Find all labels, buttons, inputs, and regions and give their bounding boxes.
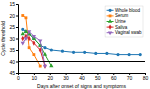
legend-label: Urine: [115, 19, 126, 24]
tick-mark: [16, 39, 18, 40]
tick: 80: [143, 73, 149, 81]
marker: [61, 50, 64, 53]
marker: [28, 36, 31, 41]
tick-label: 80: [143, 75, 149, 81]
legend-marker: [108, 19, 112, 23]
tick-label: 15: [9, 1, 15, 7]
legend-label: Saliva: [115, 25, 128, 30]
tick: 60: [111, 73, 117, 81]
series: [21, 28, 142, 56]
marker: [116, 53, 119, 56]
series: [21, 30, 48, 68]
plot: 0 10 20 30 40 50 60 70 80 15 20 25 30 35 40 45 Whole blo…: [9, 1, 148, 80]
x-axis-title: Days after onset of signs and symptoms: [37, 83, 126, 89]
marker: [32, 53, 35, 56]
series-line: [23, 32, 52, 67]
tick-mark: [16, 16, 18, 17]
marker: [94, 52, 97, 55]
legend-marker: [108, 9, 111, 12]
marker: [21, 14, 24, 17]
marker: [28, 46, 31, 49]
marker: [38, 40, 42, 44]
axis-line: [16, 5, 19, 74]
tick: 45: [9, 70, 18, 76]
marker: [49, 64, 53, 68]
legend: Whole bloodSerumUrineSalivaVaginal swab: [105, 6, 143, 37]
marker: [27, 30, 31, 34]
tick: 20: [9, 13, 18, 19]
tick-mark: [16, 50, 18, 51]
tick: 70: [127, 73, 133, 81]
tick: 40: [9, 59, 18, 65]
tick-label: 50: [95, 75, 101, 81]
marker: [21, 42, 25, 46]
legend-label: Vaginal swab: [115, 30, 142, 35]
tick: 30: [9, 36, 18, 42]
tick-label: 40: [79, 75, 85, 81]
marker: [32, 35, 36, 39]
marker: [105, 52, 108, 55]
legend-item: Serum: [107, 13, 129, 18]
tick: 10: [32, 73, 38, 81]
tick-label: 10: [32, 75, 38, 81]
tick: 20: [47, 73, 53, 81]
y-axis: 15 20 25 30 35 40 45: [9, 1, 18, 76]
tick: 25: [9, 24, 18, 30]
marker: [50, 48, 53, 51]
tick-label: 35: [9, 47, 15, 53]
tick: 50: [95, 73, 101, 81]
legend-marker: [109, 24, 112, 29]
tick: 15: [9, 1, 18, 7]
marker: [72, 51, 75, 54]
marker: [39, 65, 42, 68]
tick-label: 30: [9, 36, 15, 42]
tick-label: 20: [9, 13, 15, 19]
tick-mark: [16, 4, 18, 5]
tick-label: 40: [9, 59, 15, 65]
marker: [43, 52, 47, 56]
tick-label: 60: [111, 75, 117, 81]
marker: [25, 16, 28, 19]
series: [21, 34, 46, 69]
tick-mark: [16, 62, 18, 63]
marker: [24, 37, 28, 41]
legend-item: Vaginal swab: [107, 30, 142, 35]
series-line: [23, 32, 45, 67]
legend-label: Serum: [115, 13, 129, 18]
legend-marker: [109, 14, 112, 17]
legend-swatch: [107, 15, 114, 16]
tick-label: 30: [63, 75, 69, 81]
tick-mark: [16, 73, 18, 74]
legend-marker: [108, 31, 112, 35]
chart-container: 0 10 20 30 40 50 60 70 80 15 20 25 30 35 40 45 Whole blo…: [0, 0, 150, 89]
legend-item: Saliva: [107, 24, 128, 29]
legend-label: Whole blood: [115, 8, 141, 13]
tick-label: 20: [47, 75, 53, 81]
tick-label: 0: [17, 75, 20, 81]
tick-mark: [16, 27, 18, 28]
legend-box: [105, 6, 143, 37]
marker: [128, 53, 131, 56]
tick-label: 70: [127, 75, 133, 81]
tick: 35: [9, 47, 18, 53]
legend-item: Urine: [107, 19, 127, 24]
y-axis-title: Cycle threshold: [0, 21, 6, 56]
legend-item: Whole blood: [107, 8, 141, 13]
marker: [43, 46, 46, 49]
cutoff-line: [18, 61, 145, 62]
marker: [139, 53, 142, 56]
marker: [21, 36, 24, 41]
marker: [43, 65, 47, 69]
marker: [32, 40, 35, 45]
marker: [21, 28, 24, 31]
tick-label: 45: [9, 70, 15, 76]
tick: 0: [17, 73, 20, 81]
marker: [83, 51, 86, 54]
marker: [21, 31, 25, 35]
tick: 40: [79, 73, 85, 81]
tick-label: 25: [9, 24, 15, 30]
x-axis: 0 10 20 30 40 50 60 70 80: [17, 73, 148, 81]
chart: 0 10 20 30 40 50 60 70 80 15 20 25 30 35 40 45 Whole blo…: [0, 0, 150, 89]
tick: 30: [63, 73, 69, 81]
